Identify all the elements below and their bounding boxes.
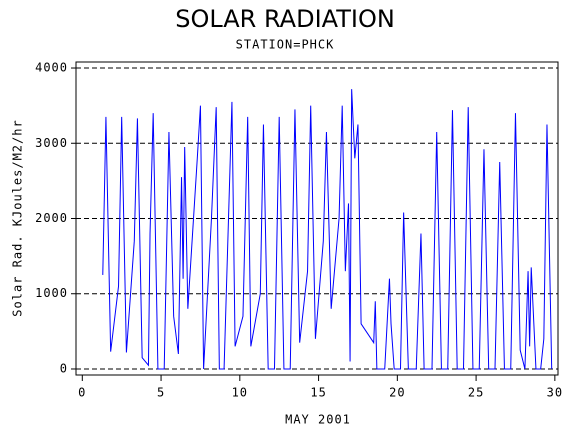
chart-title: SOLAR RADIATION (175, 5, 395, 33)
y-tick-label: 0 (60, 361, 68, 375)
y-tick-label: 2000 (35, 211, 68, 225)
y-axis-label: Solar Rad. KJoules/M2/hr (11, 119, 25, 316)
x-tick-label: 15 (310, 386, 326, 400)
y-tick-label: 3000 (35, 136, 68, 150)
y-tick-label: 4000 (35, 61, 68, 75)
x-tick-label: 0 (78, 386, 86, 400)
x-tick-label: 5 (157, 386, 165, 400)
x-tick-label: 30 (547, 386, 563, 400)
x-tick-label: 20 (389, 386, 405, 400)
data-line (102, 89, 553, 370)
x-axis-label: MAY 2001 (285, 413, 351, 427)
x-tick-label: 25 (468, 386, 484, 400)
chart-subtitle: STATION=PHCK (236, 38, 335, 52)
x-tick-label: 10 (232, 386, 248, 400)
y-tick-label: 1000 (35, 286, 68, 300)
